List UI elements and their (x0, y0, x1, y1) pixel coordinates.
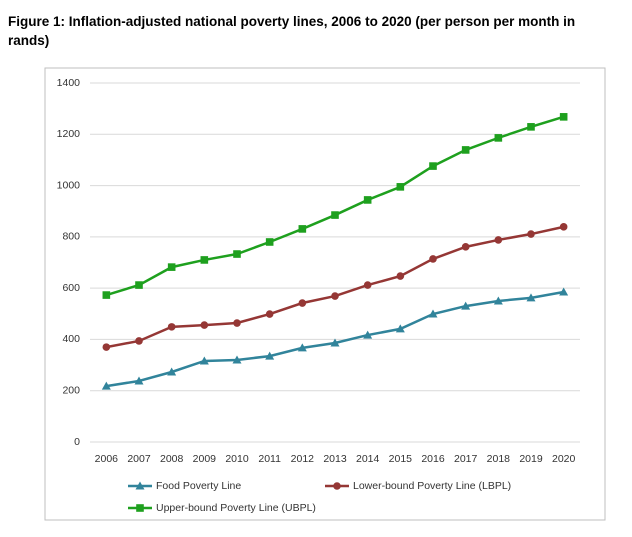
marker (331, 211, 339, 219)
marker (527, 123, 535, 131)
x-tick-label: 2015 (389, 453, 413, 465)
marker (331, 292, 339, 300)
marker (200, 256, 209, 264)
marker (526, 293, 536, 302)
x-tick-label: 2008 (160, 453, 184, 465)
x-tick-label: 2006 (95, 453, 119, 465)
marker (265, 310, 274, 318)
y-tick-label: 200 (62, 384, 80, 396)
marker (167, 263, 176, 271)
marker (232, 355, 242, 364)
marker (363, 196, 372, 204)
marker (265, 238, 274, 246)
y-tick-label: 800 (62, 231, 80, 243)
chart-title: Figure 1: Inflation-adjusted national po… (8, 14, 576, 48)
x-tick-label: 2019 (519, 453, 543, 465)
marker (298, 299, 307, 307)
marker (461, 243, 470, 251)
x-tick-label: 2007 (127, 453, 151, 465)
marker (265, 351, 275, 360)
marker (233, 250, 241, 258)
x-tick-label: 2012 (291, 453, 315, 465)
marker (429, 162, 437, 170)
marker (396, 183, 405, 191)
x-tick-label: 2010 (225, 453, 249, 465)
marker (298, 225, 307, 233)
marker (559, 223, 568, 231)
marker (461, 146, 470, 154)
x-tick-label: 2014 (356, 453, 380, 465)
y-tick-label: 1200 (57, 128, 81, 140)
marker (494, 236, 503, 244)
x-tick-label: 2020 (552, 453, 576, 465)
legend-label: Upper-bound Poverty Line (UBPL) (156, 502, 316, 514)
marker (102, 343, 111, 351)
x-tick-label: 2017 (454, 453, 478, 465)
x-tick-label: 2013 (323, 453, 347, 465)
marker (461, 301, 471, 310)
marker (363, 281, 372, 289)
marker (559, 287, 569, 296)
marker (330, 338, 340, 347)
x-tick-label: 2009 (193, 453, 217, 465)
x-tick-label: 2016 (421, 453, 445, 465)
marker (428, 309, 438, 318)
marker (493, 296, 503, 305)
marker (559, 113, 568, 121)
marker (101, 381, 111, 390)
y-tick-label: 0 (74, 436, 80, 448)
x-tick-label: 2018 (487, 453, 511, 465)
marker (135, 281, 143, 289)
y-tick-label: 400 (62, 333, 80, 345)
marker (333, 482, 341, 490)
legend-label: Food Poverty Line (156, 480, 241, 492)
marker (102, 291, 111, 299)
marker (429, 255, 437, 263)
marker (200, 321, 209, 329)
marker (135, 337, 143, 345)
marker (527, 230, 535, 238)
x-tick-label: 2011 (258, 453, 281, 465)
marker (135, 481, 145, 490)
marker (167, 323, 176, 331)
marker (363, 330, 373, 339)
marker (233, 319, 241, 327)
marker (396, 272, 405, 280)
y-tick-label: 1000 (57, 179, 81, 191)
marker (136, 504, 144, 512)
chart-frame (44, 67, 606, 521)
marker (395, 324, 405, 333)
marker (494, 134, 503, 142)
marker (199, 356, 209, 365)
marker (297, 343, 307, 352)
marker (134, 376, 144, 385)
series-line (106, 225, 564, 349)
legend-label: Lower-bound Poverty Line (LBPL) (353, 480, 511, 492)
marker (167, 367, 177, 376)
y-tick-label: 600 (62, 282, 80, 294)
y-tick-label: 1400 (57, 77, 81, 89)
